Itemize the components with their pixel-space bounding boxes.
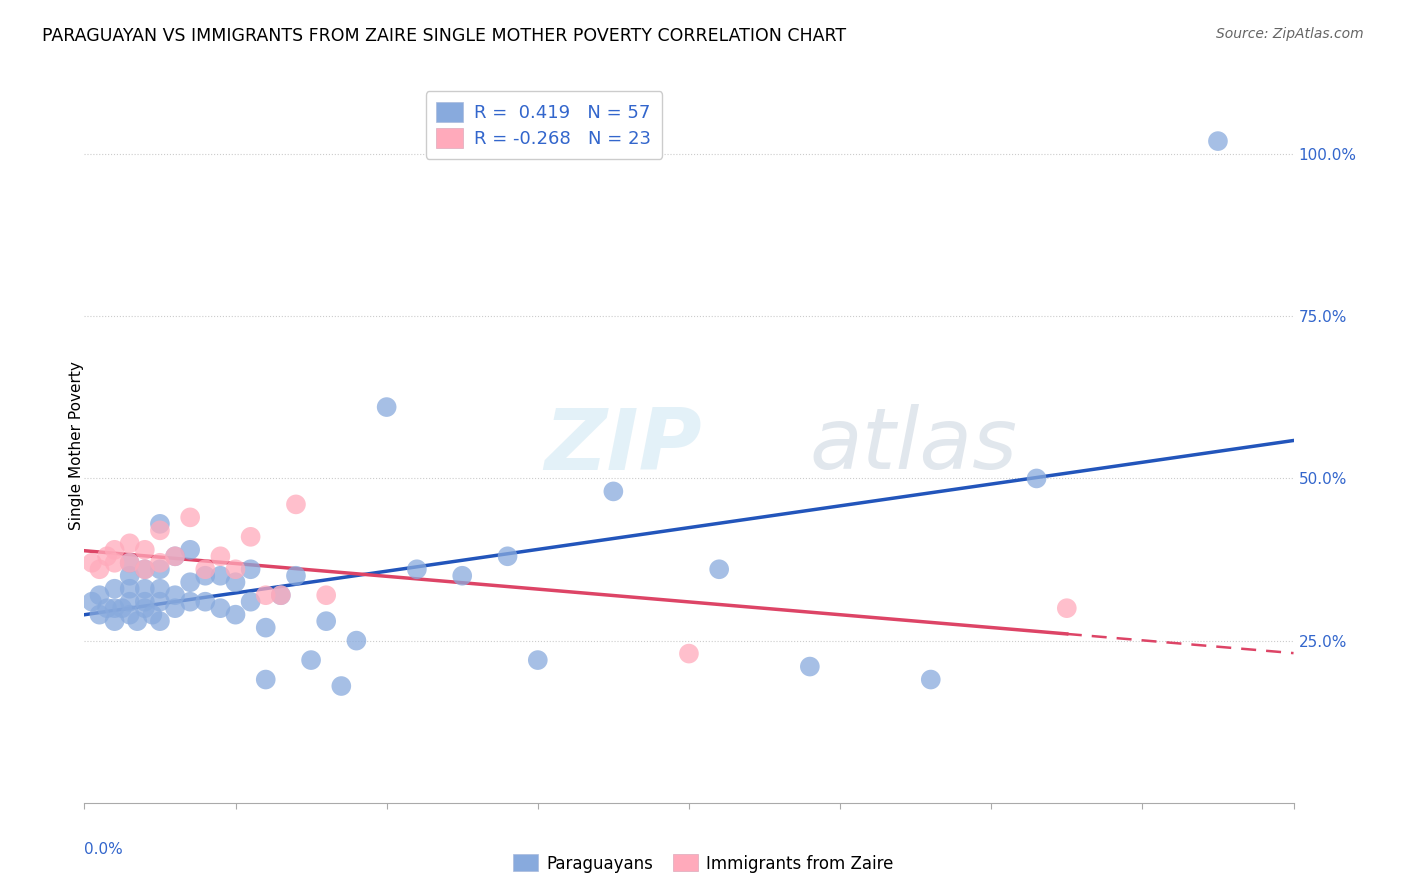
Point <box>315 614 337 628</box>
Point <box>179 575 201 590</box>
Point <box>179 542 201 557</box>
Point <box>149 614 172 628</box>
Point <box>118 568 141 582</box>
Point <box>149 556 172 570</box>
Point <box>239 595 262 609</box>
Point <box>527 653 550 667</box>
Legend: Paraguayans, Immigrants from Zaire: Paraguayans, Immigrants from Zaire <box>506 847 900 880</box>
Point <box>179 595 201 609</box>
Point <box>89 588 111 602</box>
Point <box>104 542 127 557</box>
Point <box>104 614 127 628</box>
Point <box>209 601 232 615</box>
Point <box>149 516 172 531</box>
Text: atlas: atlas <box>810 404 1018 488</box>
Point <box>165 549 187 564</box>
Point <box>375 400 398 414</box>
Point <box>299 653 322 667</box>
Point <box>194 568 217 582</box>
Point <box>134 562 156 576</box>
Point <box>118 536 141 550</box>
Point <box>179 510 201 524</box>
Point <box>118 556 141 570</box>
Point <box>141 607 163 622</box>
Point <box>270 588 292 602</box>
Point <box>239 530 262 544</box>
Point <box>678 647 700 661</box>
Point <box>149 562 172 576</box>
Point <box>134 562 156 576</box>
Point <box>209 568 232 582</box>
Point <box>134 582 156 596</box>
Point <box>134 542 156 557</box>
Point <box>104 582 127 596</box>
Point <box>270 588 292 602</box>
Point <box>209 549 232 564</box>
Text: 0.0%: 0.0% <box>84 842 124 857</box>
Point <box>496 549 519 564</box>
Point <box>149 595 172 609</box>
Point <box>149 582 172 596</box>
Point <box>96 601 118 615</box>
Legend: R =  0.419   N = 57, R = -0.268   N = 23: R = 0.419 N = 57, R = -0.268 N = 23 <box>426 91 662 159</box>
Y-axis label: Single Mother Poverty: Single Mother Poverty <box>69 361 83 531</box>
Point <box>118 556 141 570</box>
Point <box>225 575 247 590</box>
Point <box>89 562 111 576</box>
Point <box>118 595 141 609</box>
Point <box>254 673 277 687</box>
Point <box>315 588 337 602</box>
Point <box>225 607 247 622</box>
Point <box>134 595 156 609</box>
Point <box>1206 134 1229 148</box>
Point <box>346 633 368 648</box>
Point <box>225 562 247 576</box>
Point <box>165 549 187 564</box>
Point <box>165 601 187 615</box>
Point <box>104 556 127 570</box>
Point <box>127 614 149 628</box>
Point <box>709 562 731 576</box>
Point <box>89 607 111 622</box>
Point <box>165 588 187 602</box>
Point <box>118 607 141 622</box>
Point <box>920 673 942 687</box>
Point <box>118 582 141 596</box>
Point <box>96 549 118 564</box>
Point <box>149 524 172 538</box>
Point <box>406 562 429 576</box>
Point <box>254 621 277 635</box>
Point <box>254 588 277 602</box>
Point <box>134 601 156 615</box>
Point <box>1025 471 1047 485</box>
Point <box>285 568 308 582</box>
Point <box>602 484 624 499</box>
Text: PARAGUAYAN VS IMMIGRANTS FROM ZAIRE SINGLE MOTHER POVERTY CORRELATION CHART: PARAGUAYAN VS IMMIGRANTS FROM ZAIRE SING… <box>42 27 846 45</box>
Point <box>451 568 474 582</box>
Point <box>330 679 353 693</box>
Point <box>104 601 127 615</box>
Point <box>194 595 217 609</box>
Point <box>239 562 262 576</box>
Point <box>194 562 217 576</box>
Text: ZIP: ZIP <box>544 404 702 488</box>
Point <box>1056 601 1078 615</box>
Point <box>80 595 103 609</box>
Point <box>80 556 103 570</box>
Point <box>799 659 821 673</box>
Point <box>111 601 134 615</box>
Point <box>285 497 308 511</box>
Text: Source: ZipAtlas.com: Source: ZipAtlas.com <box>1216 27 1364 41</box>
